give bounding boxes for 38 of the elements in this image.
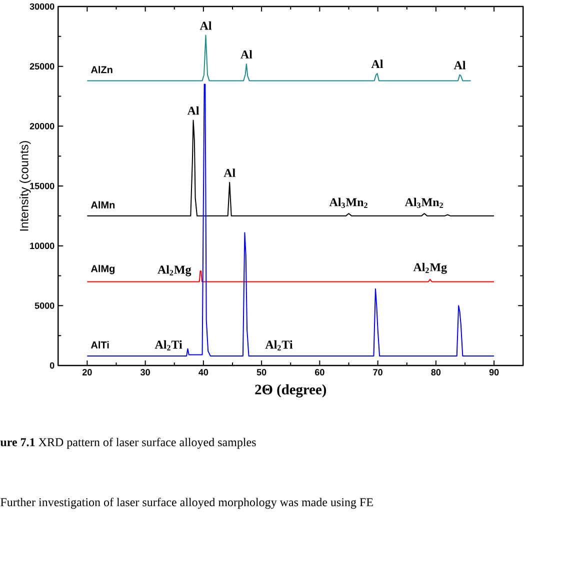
line-series bbox=[86, 34, 472, 82]
x-tick-label: 40 bbox=[198, 368, 208, 376]
text: Further investigation of laser surface alloyed morphology was made using FE bbox=[0, 498, 373, 509]
y-tick-label: 0 bbox=[50, 362, 54, 369]
annotation: Al$_{3}$Mn$_{2}$ bbox=[329, 198, 368, 208]
annotation: Al bbox=[200, 21, 212, 30]
y-tick-label: 20000 bbox=[30, 122, 54, 130]
x-tick-label: 60 bbox=[315, 368, 324, 376]
annotation: Al$_{2}$Mg bbox=[158, 265, 192, 276]
x-tick-label: 90 bbox=[489, 368, 499, 376]
series-label: AlZn bbox=[90, 66, 112, 74]
annotation: Al bbox=[371, 60, 384, 68]
x-tick-label: 30 bbox=[140, 368, 150, 376]
annotation: Al$_{3}$Mn$_{2}$ bbox=[404, 198, 443, 208]
line-series bbox=[86, 120, 495, 216]
y-tick-label: 10000 bbox=[30, 242, 54, 249]
x-tick-label: 20 bbox=[82, 368, 92, 376]
y-tick-label: 30000 bbox=[30, 3, 54, 10]
annotation: Al bbox=[187, 106, 200, 115]
annotation: Al$_{2}$Ti bbox=[154, 340, 182, 350]
y-tick-label: 5000 bbox=[34, 302, 54, 309]
series-label: AlMg bbox=[90, 264, 114, 274]
x-tick-label: 70 bbox=[373, 368, 382, 376]
annotation: Al$_{2}$Ti bbox=[265, 340, 293, 350]
annotation: Al bbox=[240, 50, 252, 58]
text: ure 7.1 XRD pattern of laser surface alloyed samples bbox=[0, 438, 256, 449]
annotation: Al bbox=[224, 168, 236, 177]
series-label: AlTi bbox=[90, 341, 109, 348]
y-tick-label: 25000 bbox=[30, 63, 54, 70]
x-tick-label: 50 bbox=[256, 368, 266, 376]
annotation: Al$_{2}$Mg bbox=[413, 262, 447, 274]
x-axis-title: 2Θ (degree) bbox=[255, 384, 326, 398]
annotation: Al bbox=[454, 60, 466, 70]
x-tick-label: 80 bbox=[431, 368, 441, 376]
line-series bbox=[86, 84, 495, 356]
y-tick-label: 15000 bbox=[30, 182, 54, 190]
y-axis-title: Intensity (counts) bbox=[20, 141, 31, 231]
series-label: AlMn bbox=[90, 201, 115, 208]
